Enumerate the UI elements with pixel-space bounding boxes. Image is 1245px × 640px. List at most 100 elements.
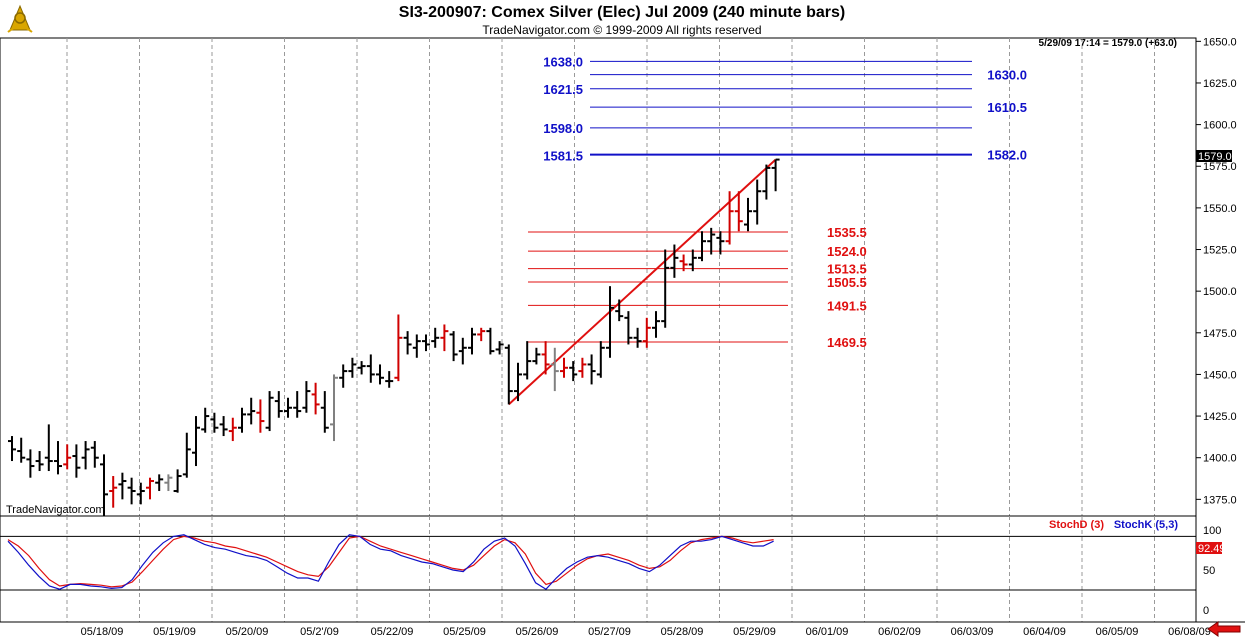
- ohlc-bar: [247, 397, 256, 425]
- y-tick-label: 1600.0: [1203, 120, 1237, 132]
- ohlc-bar: [412, 334, 421, 358]
- y-tick-label: 1425.0: [1203, 411, 1237, 423]
- x-tick-label: 06/01/09: [806, 626, 849, 638]
- stoch-last-marker: 92.49: [1196, 542, 1226, 555]
- ohlc-bar: [192, 416, 200, 467]
- ohlc-bar: [330, 374, 338, 442]
- ohlc-bar: [532, 347, 541, 365]
- ohlc-bar: [366, 354, 375, 383]
- ohlc-bar: [81, 441, 90, 470]
- logo: [7, 4, 33, 33]
- ohlc-bar: [109, 476, 118, 508]
- ohlc-bar: [284, 397, 292, 418]
- stochastic-panel: [0, 515, 1197, 623]
- x-tick-label: 05/26/09: [516, 626, 559, 638]
- level-label: 1535.5: [827, 225, 867, 240]
- ohlc-bar: [72, 444, 81, 478]
- ohlc-bar: [201, 407, 210, 433]
- ohlc-bar: [403, 331, 412, 355]
- x-tick-label: 05/2'/09: [300, 626, 339, 638]
- stochastic-lines: [7, 534, 774, 590]
- y-tick-label: 0: [1203, 605, 1209, 617]
- ohlc-bar: [26, 449, 35, 478]
- stoch-d-line: [7, 535, 774, 588]
- level-label: 1581.5: [543, 148, 583, 163]
- ohlc-bar: [228, 417, 237, 442]
- y-tick-label: 100: [1203, 525, 1221, 537]
- y-tick-label: 1375.0: [1203, 494, 1237, 506]
- ohlc-bar: [265, 391, 274, 432]
- x-tick-label: 05/20/09: [226, 626, 269, 638]
- ohlc-bar: [17, 437, 26, 463]
- ohlc-bar: [477, 327, 486, 342]
- ohlc-bar: [606, 286, 614, 358]
- x-tick-label: 05/18/09: [81, 626, 124, 638]
- ohlc-bar: [550, 347, 559, 392]
- arrow-left-icon: [1207, 621, 1241, 637]
- price-axis: 1375.0 1400.0 1425.0 1450.0 1475.0 1500.0 1525…: [1195, 36, 1237, 516]
- ohlc-bar: [468, 327, 476, 355]
- ohlc-bar: [274, 391, 283, 418]
- ohlc-bar: [633, 327, 642, 348]
- legend-stoch-d: StochD (3): [1049, 519, 1104, 531]
- ohlc-bar: [431, 327, 440, 348]
- ohlc-bar: [762, 164, 771, 200]
- ohlc-bar: [146, 477, 154, 500]
- ohlc-bar: [578, 357, 587, 378]
- ohlc-bar: [642, 317, 651, 348]
- ohlc-bar: [90, 441, 99, 468]
- level-label: 1638.0: [543, 54, 583, 69]
- sextant-logo-icon: [7, 4, 33, 33]
- level-label: 1621.5: [543, 82, 583, 97]
- last-price-label: 1579.0: [1198, 151, 1232, 163]
- ohlc-bar: [753, 179, 762, 225]
- ohlc-bar: [716, 231, 725, 255]
- x-tick-label: 05/19/09: [153, 626, 196, 638]
- ohlc-bar: [164, 474, 173, 492]
- scroll-left-button[interactable]: [1207, 621, 1241, 637]
- chart-subtitle: TradeNavigator.com © 1999-2009 All right…: [482, 23, 761, 37]
- watermark: TradeNavigator.com: [6, 504, 105, 516]
- level-label: 1469.5: [827, 335, 867, 350]
- ohlc-bar: [376, 364, 384, 385]
- ohlc-bar: [311, 382, 320, 415]
- x-tick-label: 06/08/09: [1168, 626, 1211, 638]
- ohlc-bar: [127, 477, 136, 505]
- x-tick-label: 05/28/09: [661, 626, 704, 638]
- ohlc-bar: [440, 324, 449, 352]
- ohlc-bar: [744, 197, 752, 232]
- stoch-k-line: [7, 534, 774, 590]
- ohlc-bar: [725, 191, 734, 245]
- x-tick-label: 05/27/09: [588, 626, 631, 638]
- ohlc-bar: [63, 444, 72, 470]
- chart-title: SI3-200907: Comex Silver (Elec) Jul 2009…: [399, 4, 845, 21]
- level-label: 1513.5: [827, 262, 867, 277]
- stoch-last-label: 92.49: [1198, 543, 1226, 555]
- ohlc-bar: [670, 244, 679, 278]
- x-tick-label: 05/22/09: [371, 626, 414, 638]
- ohlc-bar: [35, 451, 44, 472]
- level-label: 1505.5: [827, 275, 867, 290]
- ohlc-bar: [357, 361, 366, 375]
- ohlc-bar: [615, 299, 624, 322]
- ohlc-bar: [541, 341, 550, 375]
- level-label: 1598.0: [543, 121, 583, 136]
- y-tick-label: 1625.0: [1203, 78, 1237, 90]
- ohlc-bar: [495, 341, 504, 355]
- ohlc-bars: [8, 158, 780, 516]
- ohlc-bar: [44, 424, 53, 472]
- ohlc-bar: [679, 254, 688, 272]
- ohlc-bar: [504, 344, 513, 405]
- indicator-gridlines: [66, 516, 1155, 622]
- y-tick-label: 1575.0: [1203, 161, 1237, 173]
- level-label: 1630.0: [987, 68, 1027, 83]
- ohlc-bar: [385, 371, 394, 388]
- y-tick-label: 1450.0: [1203, 369, 1237, 381]
- indicator-axis: 100 50 0: [1195, 516, 1221, 622]
- y-tick-label: 1475.0: [1203, 328, 1237, 340]
- ohlc-bar: [569, 361, 578, 382]
- x-tick-label: 06/04/09: [1023, 626, 1066, 638]
- ohlc-bar: [458, 337, 467, 365]
- ohlc-bar: [118, 472, 127, 500]
- ohlc-bar: [771, 158, 780, 192]
